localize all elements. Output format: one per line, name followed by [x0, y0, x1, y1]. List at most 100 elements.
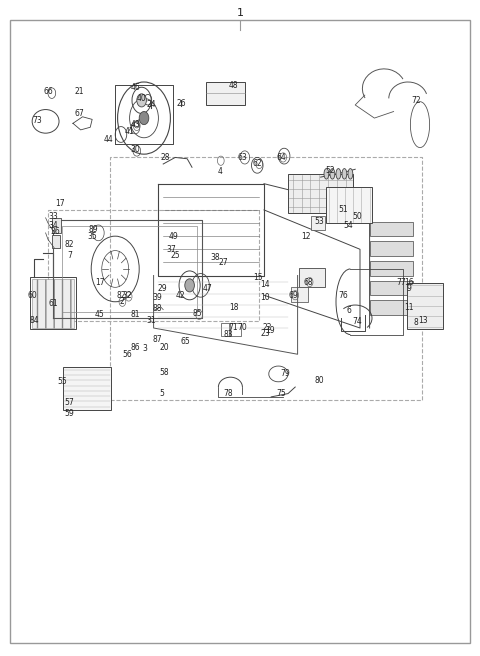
Text: 81: 81: [131, 310, 140, 319]
Text: 11: 11: [404, 302, 414, 312]
Text: 6: 6: [346, 306, 351, 316]
Text: 26: 26: [177, 99, 186, 108]
Bar: [370, 261, 413, 276]
Text: 25: 25: [170, 251, 180, 260]
Ellipse shape: [185, 279, 194, 292]
Text: 77: 77: [396, 277, 406, 287]
Text: 35: 35: [87, 232, 97, 241]
Text: 75: 75: [276, 389, 286, 398]
Bar: [288, 174, 353, 213]
Text: 34: 34: [49, 220, 59, 230]
Text: 54: 54: [343, 220, 353, 230]
Text: 65: 65: [181, 337, 191, 346]
Text: 33: 33: [49, 212, 59, 221]
Text: 1: 1: [237, 9, 243, 18]
Text: 63: 63: [238, 153, 247, 162]
Text: 62: 62: [253, 159, 263, 169]
Text: 22: 22: [263, 323, 272, 333]
Text: 14: 14: [260, 280, 270, 289]
Text: 50: 50: [353, 212, 362, 221]
Text: 43: 43: [131, 120, 140, 129]
Text: 13: 13: [419, 316, 428, 325]
Text: 31: 31: [146, 316, 156, 325]
Bar: [32, 279, 74, 328]
Text: 57: 57: [65, 398, 74, 407]
Text: 53: 53: [314, 217, 324, 226]
Bar: [370, 281, 413, 295]
Ellipse shape: [342, 169, 347, 179]
Text: 36: 36: [50, 227, 60, 236]
Bar: [221, 323, 229, 336]
Bar: [370, 241, 413, 256]
Bar: [230, 323, 241, 336]
Text: 80: 80: [314, 376, 324, 385]
Text: 68: 68: [303, 277, 313, 287]
Text: 41: 41: [124, 127, 134, 136]
Text: 24: 24: [146, 100, 156, 110]
Text: 7: 7: [67, 251, 72, 260]
Bar: [311, 216, 325, 230]
Text: 42: 42: [175, 291, 185, 300]
Text: 83: 83: [223, 330, 233, 339]
Text: 47: 47: [203, 284, 212, 293]
Text: 17: 17: [95, 277, 105, 287]
Text: 76: 76: [338, 291, 348, 300]
Bar: [206, 82, 245, 105]
Text: 58: 58: [159, 368, 169, 377]
Text: 71: 71: [228, 323, 238, 333]
Bar: [291, 287, 308, 302]
Text: 32: 32: [122, 291, 132, 300]
Text: 79: 79: [281, 369, 290, 379]
Text: 51: 51: [338, 205, 348, 215]
Bar: [326, 187, 372, 223]
Text: 46: 46: [131, 83, 140, 92]
Bar: [299, 268, 325, 287]
Text: 49: 49: [169, 232, 179, 241]
Text: 28: 28: [161, 153, 170, 162]
Text: 27: 27: [218, 258, 228, 267]
Ellipse shape: [348, 169, 353, 179]
Bar: [407, 283, 443, 329]
Text: 74: 74: [353, 317, 362, 326]
Text: 5: 5: [160, 389, 165, 398]
Bar: [52, 235, 60, 248]
Text: 48: 48: [229, 81, 239, 90]
Text: 85: 85: [193, 309, 203, 318]
Text: 9: 9: [407, 284, 411, 293]
Text: 82: 82: [116, 291, 126, 300]
Text: 60: 60: [27, 291, 37, 300]
Text: 10: 10: [261, 293, 270, 302]
Text: 87: 87: [152, 335, 162, 344]
Text: 59: 59: [65, 409, 74, 418]
Text: 20: 20: [159, 343, 169, 352]
Ellipse shape: [139, 112, 149, 125]
Bar: [370, 300, 413, 315]
Bar: [63, 367, 111, 410]
Text: 70: 70: [238, 323, 247, 333]
Text: 55: 55: [57, 377, 67, 386]
Text: 37: 37: [167, 245, 176, 254]
Text: 12: 12: [301, 232, 311, 241]
Text: 66: 66: [43, 87, 53, 96]
Text: 16: 16: [404, 277, 414, 287]
Text: 18: 18: [229, 302, 239, 312]
Text: 89: 89: [89, 225, 98, 234]
Text: 73: 73: [32, 115, 42, 125]
Ellipse shape: [324, 169, 329, 179]
Ellipse shape: [336, 169, 341, 179]
Text: 2: 2: [119, 297, 124, 306]
Text: 69: 69: [289, 291, 299, 300]
Text: 29: 29: [157, 284, 167, 293]
Text: 72: 72: [411, 96, 421, 105]
Text: 52: 52: [325, 166, 335, 175]
Text: 56: 56: [122, 350, 132, 359]
Text: 23: 23: [261, 329, 270, 338]
Ellipse shape: [137, 94, 146, 107]
Text: 84: 84: [30, 316, 39, 325]
Text: 3: 3: [143, 344, 147, 354]
Text: 86: 86: [131, 343, 140, 352]
Text: 39: 39: [152, 293, 162, 302]
Text: 30: 30: [131, 145, 140, 154]
Text: 61: 61: [49, 299, 59, 308]
Bar: [52, 218, 61, 233]
